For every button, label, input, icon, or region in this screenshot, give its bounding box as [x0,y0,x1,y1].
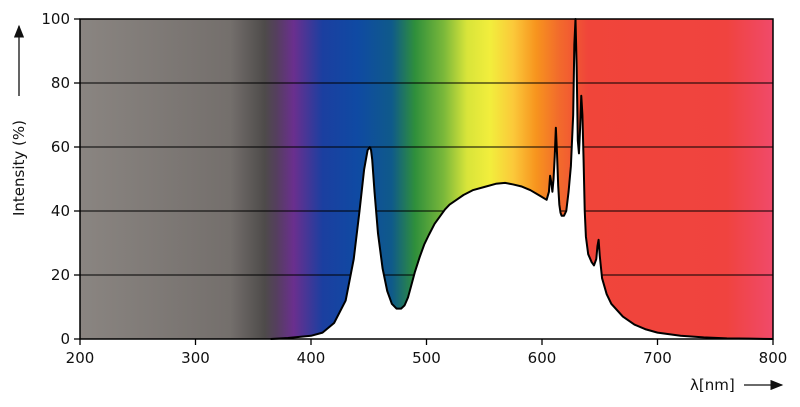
x-tick-label-500: 500 [412,349,441,367]
y-axis-ticks: 0 20 40 60 80 100 [41,10,80,348]
x-tick-label-800: 800 [759,349,788,367]
x-tick-label-700: 700 [643,349,672,367]
y-tick-label-0: 0 [60,330,70,348]
x-tick-label-300: 300 [181,349,210,367]
y-axis-title: Intensity (%) [10,120,28,216]
y-tick-label-20: 20 [51,266,70,284]
x-tick-label-400: 400 [297,349,326,367]
x-axis-ticks: 200 300 400 500 600 700 800 [66,339,788,367]
y-tick-label-40: 40 [51,202,70,220]
grid-lines [80,82,773,276]
y-tick-label-80: 80 [51,74,70,92]
intensity-area [270,19,773,339]
x-tick-label-600: 600 [528,349,557,367]
y-tick-label-60: 60 [51,138,70,156]
x-axis-title: λ[nm] [690,376,735,394]
y-tick-label-100: 100 [41,10,70,28]
intensity-curve [270,18,774,340]
x-tick-label-200: 200 [66,349,95,367]
